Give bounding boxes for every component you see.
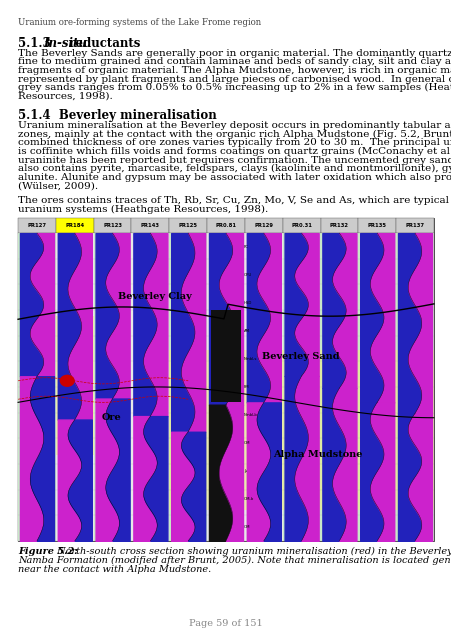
Text: North-south cross section showing uranium mineralisation (red) in the Beverley S: North-south cross section showing uraniu…	[54, 547, 451, 556]
Text: NmbLs: NmbLs	[244, 357, 257, 361]
Text: Uranium ore-forming systems of the Lake Frome region: Uranium ore-forming systems of the Lake …	[18, 18, 261, 27]
Bar	[244, 218, 282, 233]
Text: PR125: PR125	[178, 223, 197, 228]
Text: PR127: PR127	[28, 223, 46, 228]
Text: fragments of organic material. The Alpha Mudstone, however, is rich in organic m: fragments of organic material. The Alpha…	[18, 66, 451, 75]
Bar	[395, 233, 433, 541]
Bar	[320, 218, 358, 233]
Text: PR132: PR132	[329, 223, 348, 228]
Text: PR184: PR184	[65, 223, 84, 228]
Bar	[18, 218, 56, 233]
Text: Ore: Ore	[101, 413, 121, 422]
Text: is coffinite which fills voids and forms coatings on quartz grains (McConachy et: is coffinite which fills voids and forms…	[18, 147, 451, 156]
Bar	[211, 310, 240, 403]
Text: The Beverley Sands are generally poor in organic material. The dominantly quartz: The Beverley Sands are generally poor in…	[18, 49, 451, 58]
Text: Namba Formation (modified after Brunt, 2005). Note that mineralisation is locate: Namba Formation (modified after Brunt, 2…	[18, 556, 451, 565]
Bar	[207, 218, 244, 233]
Text: PR123: PR123	[103, 223, 122, 228]
Text: OM: OM	[244, 525, 250, 529]
Text: uraninite has been reported but requires confirmation. The uncemented grey sand : uraninite has been reported but requires…	[18, 156, 451, 164]
Text: NmbLb: NmbLb	[244, 413, 257, 417]
Text: Resources, 1998).: Resources, 1998).	[18, 92, 113, 101]
Text: reductants: reductants	[65, 37, 140, 50]
Bar	[131, 218, 169, 233]
Text: OM-b: OM-b	[244, 497, 254, 501]
Bar	[93, 218, 131, 233]
Text: 5.1.4  Beverley mineralisation: 5.1.4 Beverley mineralisation	[18, 109, 216, 122]
Text: Alpha Mudstone: Alpha Mudstone	[272, 450, 361, 459]
Bar	[93, 233, 131, 541]
Bar	[169, 350, 433, 510]
Text: FC: FC	[244, 245, 249, 249]
Text: OFU: OFU	[244, 273, 252, 277]
Text: (Wülser, 2009).: (Wülser, 2009).	[18, 181, 98, 191]
Text: Js: Js	[244, 469, 247, 473]
Text: fine to medium grained and contain laminae and beds of sandy clay, silt and clay: fine to medium grained and contain lamin…	[18, 57, 451, 67]
Bar	[395, 218, 433, 233]
Bar	[282, 218, 320, 233]
Text: uranium systems (Heathgate Resources, 1998).: uranium systems (Heathgate Resources, 19…	[18, 205, 268, 214]
Text: Page 59 of 151: Page 59 of 151	[189, 620, 262, 628]
Bar	[282, 233, 320, 541]
Bar	[169, 233, 207, 541]
Text: near the contact with Alpha Mudstone.: near the contact with Alpha Mudstone.	[18, 565, 211, 574]
Bar	[169, 218, 207, 233]
Bar	[358, 218, 395, 233]
Text: PR0.81: PR0.81	[215, 223, 236, 228]
Text: also contains pyrite, marcasite, feldspars, clays (kaolinite and montmorillonite: also contains pyrite, marcasite, feldspa…	[18, 164, 451, 173]
Text: PR135: PR135	[367, 223, 386, 228]
Text: combined thickness of ore zones varies typically from 20 to 30 m.  The principal: combined thickness of ore zones varies t…	[18, 138, 451, 147]
Bar	[56, 233, 93, 541]
Text: PR129: PR129	[254, 223, 273, 228]
Bar	[56, 218, 93, 233]
Text: Figure 5.2:: Figure 5.2:	[18, 547, 78, 556]
Text: zones, mainly at the contact with the organic rich Alpha Mudstone (Fig. 5.2, Bru: zones, mainly at the contact with the or…	[18, 129, 451, 139]
Bar	[18, 233, 56, 541]
Text: PR143: PR143	[141, 223, 160, 228]
Bar	[131, 233, 169, 541]
Text: Beverley Sand: Beverley Sand	[262, 352, 339, 361]
Bar	[358, 233, 395, 541]
Text: The ores contains traces of Th, Rb, Sr, Cu, Zn, Mo, V, Se and As, which are typi: The ores contains traces of Th, Rb, Sr, …	[18, 196, 451, 205]
Bar	[244, 233, 282, 541]
Bar	[320, 233, 358, 541]
Text: Uranium mineralisation at the Beverley deposit occurs in predominantly tabular a: Uranium mineralisation at the Beverley d…	[18, 121, 451, 130]
Text: grey sands ranges from 0.05% to 0.5% increasing up to 2% in a few samples (Heath: grey sands ranges from 0.05% to 0.5% inc…	[18, 83, 451, 92]
Text: In-situ: In-situ	[43, 37, 87, 50]
Text: PR0.31: PR0.31	[290, 223, 312, 228]
Text: 5.1.3: 5.1.3	[18, 37, 59, 50]
Text: FM: FM	[244, 385, 249, 389]
Text: PR137: PR137	[405, 223, 423, 228]
Bar	[18, 218, 433, 541]
Text: AM: AM	[244, 329, 249, 333]
Text: HSD: HSD	[244, 301, 252, 305]
Bar	[56, 316, 93, 454]
Text: represented by plant fragments and large pieces of carbonised wood.  In general : represented by plant fragments and large…	[18, 74, 451, 84]
Bar	[207, 233, 244, 541]
Text: alunite. Alunite and gypsum may be associated with later oxidation which also pr: alunite. Alunite and gypsum may be assoc…	[18, 173, 451, 182]
Ellipse shape	[60, 374, 74, 387]
Text: OM: OM	[244, 441, 250, 445]
Text: Beverley Clay: Beverley Clay	[118, 292, 192, 301]
